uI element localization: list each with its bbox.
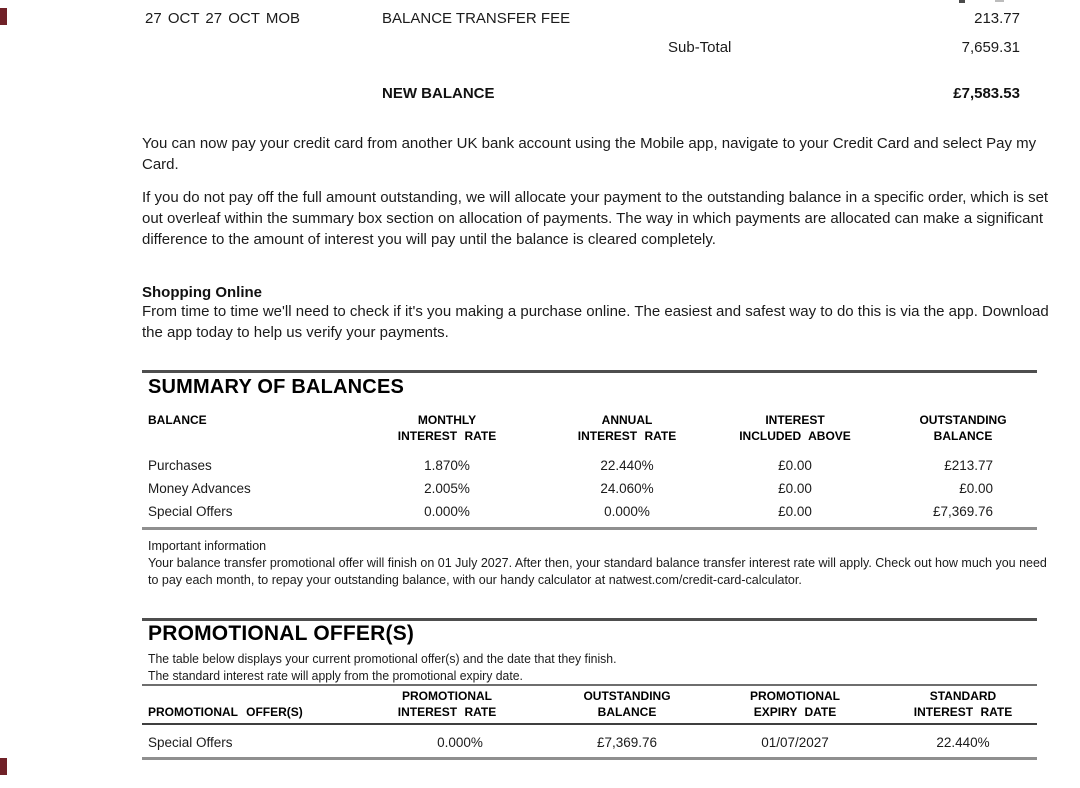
transaction-amount: 213.77: [974, 10, 1020, 27]
promo-top-rule: [142, 618, 1037, 621]
header-line: ANNUAL: [601, 413, 653, 427]
new-balance-label: NEW BALANCE: [382, 85, 495, 102]
balance-name-cell: Special Offers: [148, 504, 233, 519]
page-edge-mark-bottom: [0, 758, 7, 775]
promo-bottom-rule: [142, 757, 1037, 760]
monthly-rate-cell: 1.870%: [424, 458, 470, 473]
header-line: MONTHLY: [417, 413, 477, 427]
header-line: INTEREST RATE: [397, 429, 497, 443]
transaction-date: 27 OCT 27 OCT MOB: [145, 10, 300, 27]
promo-header-promo-rate: PROMOTIONAL INTEREST RATE: [347, 688, 547, 720]
shopping-online-heading: Shopping Online: [142, 284, 262, 301]
summary-header-balance: BALANCE: [148, 413, 207, 427]
summary-header-outstanding-balance: OUTSTANDING BALANCE: [863, 412, 1063, 444]
paragraph-allocation-info: If you do not pay off the full amount ou…: [142, 189, 1049, 248]
annual-rate-cell: 24.060%: [600, 481, 654, 496]
promo-rate-cell: 0.000%: [437, 735, 483, 750]
header-line: INTEREST RATE: [397, 705, 497, 719]
header-line: BALANCE: [597, 705, 657, 719]
interest-included-cell: £0.00: [778, 504, 812, 519]
promo-header-rule: [142, 723, 1037, 725]
header-line: INTEREST: [765, 413, 825, 427]
subtotal-value: 7,659.31: [961, 39, 1020, 56]
promo-offer-name-cell: Special Offers: [148, 735, 233, 750]
header-line: OUTSTANDING: [919, 413, 1007, 427]
promo-header-expiry: PROMOTIONAL EXPIRY DATE: [695, 688, 895, 720]
summary-bottom-rule: [142, 527, 1037, 530]
new-balance-value: £7,583.53: [953, 85, 1020, 102]
header-line: OUTSTANDING: [583, 689, 671, 703]
monthly-rate-cell: 0.000%: [424, 504, 470, 519]
promo-description-2: The standard interest rate will apply fr…: [148, 668, 523, 683]
header-line: INCLUDED ABOVE: [739, 429, 851, 443]
outstanding-balance-cell: £0.00: [959, 481, 993, 496]
paragraph-pay-info: You can now pay your credit card from an…: [142, 135, 1037, 173]
header-line: STANDARD: [929, 689, 997, 703]
promo-header-standard-rate: STANDARD INTEREST RATE: [863, 688, 1063, 720]
promo-expiry-cell: 01/07/2027: [761, 735, 829, 750]
summary-header-interest-included: INTEREST INCLUDED ABOVE: [695, 412, 895, 444]
interest-included-cell: £0.00: [778, 481, 812, 496]
header-line: BALANCE: [933, 429, 993, 443]
promo-description-1: The table below displays your current pr…: [148, 651, 617, 666]
page-edge-mark-top: [0, 8, 7, 25]
outstanding-balance-cell: £213.77: [944, 458, 993, 473]
header-line: INTEREST RATE: [577, 429, 677, 443]
promo-outstanding-cell: £7,369.76: [596, 735, 658, 750]
important-info-heading: Important information: [148, 539, 267, 553]
clipped-text-fragment: [995, 0, 1004, 2]
balance-name-cell: Money Advances: [148, 481, 251, 496]
monthly-rate-cell: 2.005%: [424, 481, 470, 496]
promo-header-offers: PROMOTIONAL OFFER(S): [148, 705, 303, 719]
promo-header-top-rule: [142, 684, 1037, 686]
summary-header-monthly-rate: MONTHLY INTEREST RATE: [347, 412, 547, 444]
summary-header-annual-rate: ANNUAL INTEREST RATE: [527, 412, 727, 444]
clipped-text-fragment: [959, 0, 965, 3]
interest-included-cell: £0.00: [778, 458, 812, 473]
transaction-description: BALANCE TRANSFER FEE: [382, 10, 571, 27]
promo-title: PROMOTIONAL OFFER(S): [148, 622, 415, 645]
annual-rate-cell: 22.440%: [600, 458, 654, 473]
balance-name-cell: Purchases: [148, 458, 212, 473]
header-line: INTEREST RATE: [913, 705, 1013, 719]
promo-standard-rate-cell: 22.440%: [936, 735, 990, 750]
header-line: PROMOTIONAL: [402, 689, 492, 703]
annual-rate-cell: 0.000%: [604, 504, 650, 519]
subtotal-label: Sub-Total: [668, 39, 732, 56]
outstanding-balance-cell: £7,369.76: [932, 504, 993, 519]
summary-top-rule: [142, 370, 1037, 373]
header-line: PROMOTIONAL: [750, 689, 840, 703]
shopping-online-body: From time to time we'll need to check if…: [142, 303, 1049, 341]
promo-header-outstanding: OUTSTANDING BALANCE: [527, 688, 727, 720]
header-line: EXPIRY DATE: [753, 705, 837, 719]
important-info-body: Your balance transfer promotional offer …: [148, 556, 1047, 587]
summary-title: SUMMARY OF BALANCES: [148, 376, 405, 398]
